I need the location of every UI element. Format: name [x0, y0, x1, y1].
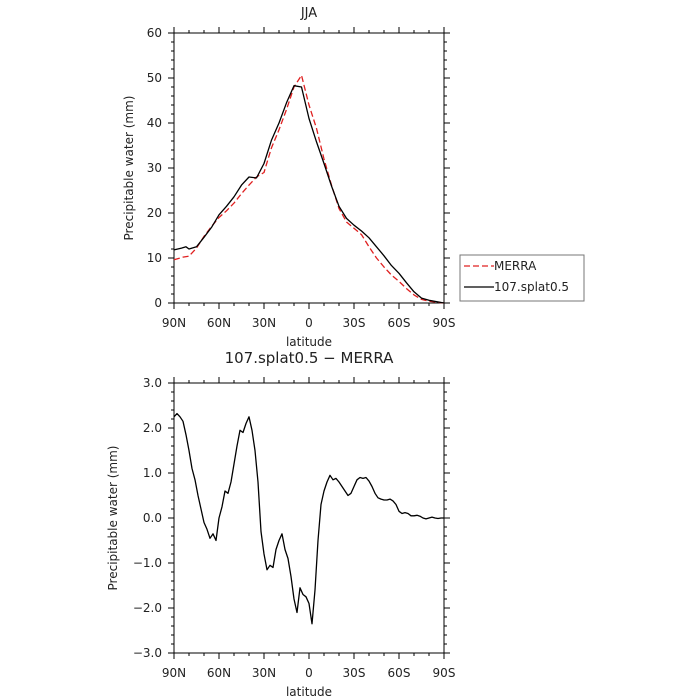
x-axis-label: latitude	[286, 685, 332, 699]
plot-frame	[173, 32, 445, 304]
y-tick-label: 1.0	[143, 466, 162, 480]
y-tick-label: 3.0	[143, 376, 162, 390]
y-axis-label: Precipitable water (mm)	[122, 96, 136, 241]
y-axis-label: Precipitable water (mm)	[106, 446, 120, 591]
chart-title: JJA	[300, 6, 317, 21]
legend-label: MERRA	[494, 259, 537, 273]
series-line	[173, 85, 445, 304]
bottom-panel: 90N 60N 30N 0 30S 60S 90S −3.0 −2.0 −1.0 0.0 1.0 2.0…	[106, 349, 455, 699]
x-tick-label: 30N	[252, 666, 276, 680]
x-axis-label: latitude	[286, 335, 332, 349]
plot-frame	[173, 382, 445, 654]
y-tick-label: 0.0	[143, 511, 162, 525]
x-tick-label: 90N	[162, 316, 186, 330]
x-tick-label: 60S	[388, 666, 411, 680]
legend-box	[459, 254, 585, 302]
chart-title: 107.splat0.5 − MERRA	[225, 349, 395, 367]
top-panel: 90N 60N 30N 0 30S 60S 90S 0 10 20 30 40 50 60 JJA latit…	[122, 6, 455, 349]
legend-label: 107.splat0.5	[494, 280, 569, 294]
x-tick-label: 0	[305, 316, 313, 330]
x-tick-label: 90N	[162, 666, 186, 680]
y-tick-label: 30	[147, 161, 162, 175]
x-tick-label: 90S	[433, 316, 456, 330]
x-tick-label: 60N	[207, 666, 231, 680]
x-tick-label: 0	[305, 666, 313, 680]
y-tick-label: 10	[147, 251, 162, 265]
series-line	[173, 74, 445, 304]
y-tick-label: −1.0	[133, 556, 162, 570]
x-tick-label: 60N	[207, 316, 231, 330]
y-tick-label: 20	[147, 206, 162, 220]
y-tick-label: −3.0	[133, 646, 162, 660]
series-line	[173, 412, 444, 625]
x-tick-label: 60S	[388, 316, 411, 330]
y-tick-label: 60	[147, 26, 162, 40]
y-tick-label: 2.0	[143, 421, 162, 435]
x-tick-label: 30N	[252, 316, 276, 330]
legend: MERRA 107.splat0.5	[459, 254, 585, 302]
y-tick-label: 40	[147, 116, 162, 130]
y-tick-label: −2.0	[133, 601, 162, 615]
x-tick-label: 90S	[433, 666, 456, 680]
x-tick-label: 30S	[343, 316, 366, 330]
y-tick-label: 0	[154, 296, 162, 310]
y-tick-label: 50	[147, 71, 162, 85]
x-tick-label: 30S	[343, 666, 366, 680]
